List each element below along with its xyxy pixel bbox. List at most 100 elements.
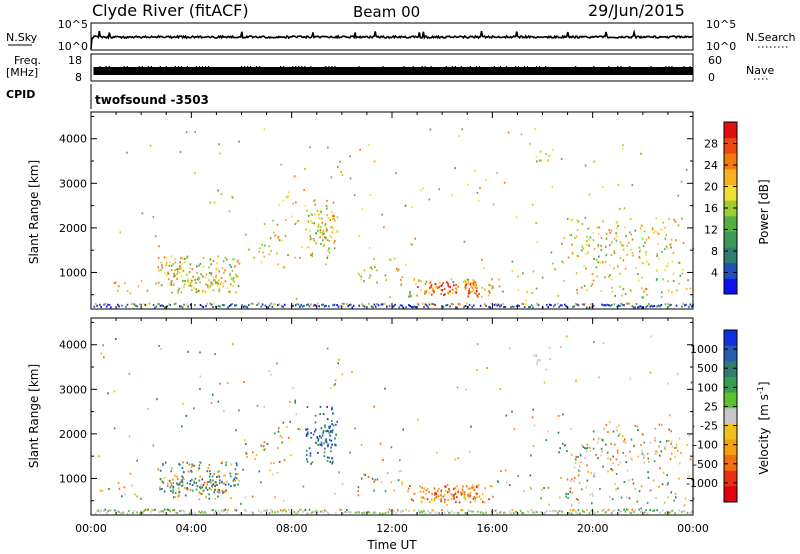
data-cell xyxy=(508,510,511,513)
freq-spike xyxy=(141,66,143,68)
data-cell xyxy=(267,306,269,309)
data-cell xyxy=(124,282,126,285)
data-cell xyxy=(476,286,478,289)
data-cell xyxy=(667,482,669,485)
data-cell xyxy=(609,304,612,307)
y-tick-label: 3000 xyxy=(59,383,87,396)
data-cell xyxy=(447,285,450,287)
data-cell xyxy=(664,512,667,515)
freq-spike xyxy=(159,66,161,68)
freq-spike xyxy=(608,66,610,68)
data-cell xyxy=(301,246,303,249)
data-cell xyxy=(548,510,551,513)
data-cell xyxy=(413,280,416,282)
data-cell xyxy=(221,267,224,270)
data-cell xyxy=(314,421,317,424)
data-cell xyxy=(217,189,219,192)
data-cell xyxy=(93,305,96,308)
data-cell xyxy=(190,279,193,282)
data-cell xyxy=(333,217,335,220)
data-cell xyxy=(637,279,640,282)
data-cell xyxy=(380,303,383,306)
data-cell xyxy=(446,509,449,512)
colorbar-swatch xyxy=(724,361,737,378)
data-cell xyxy=(384,490,387,493)
data-cell xyxy=(163,508,166,511)
data-cell xyxy=(174,302,177,305)
data-cell xyxy=(191,464,194,467)
data-cell xyxy=(421,302,424,305)
data-cell xyxy=(647,263,650,266)
data-cell xyxy=(424,303,427,306)
data-cell xyxy=(266,442,269,445)
data-cell xyxy=(598,376,600,379)
data-cell xyxy=(572,305,574,308)
data-cell xyxy=(670,440,673,443)
data-cell xyxy=(192,489,194,492)
data-cell xyxy=(292,202,294,205)
data-cell xyxy=(593,160,595,163)
data-cell xyxy=(165,264,167,267)
data-cell xyxy=(442,305,445,308)
data-cell xyxy=(207,467,210,470)
data-cell xyxy=(492,286,494,289)
data-cell xyxy=(217,400,220,403)
data-cell xyxy=(569,509,572,512)
freq-spike xyxy=(668,66,670,68)
data-cell xyxy=(351,306,354,309)
data-cell xyxy=(197,276,200,279)
data-cell xyxy=(685,303,687,306)
data-cell xyxy=(285,219,287,221)
data-cell xyxy=(641,306,643,309)
data-cell xyxy=(160,261,163,264)
data-cell xyxy=(654,439,656,442)
data-cell xyxy=(358,304,360,307)
data-cell xyxy=(188,284,190,287)
data-cell xyxy=(338,358,340,361)
data-cell xyxy=(429,128,432,131)
data-cell xyxy=(479,511,482,514)
data-cell xyxy=(526,291,528,294)
data-cell xyxy=(253,256,255,259)
data-cell xyxy=(183,478,185,480)
data-cell xyxy=(616,220,618,223)
data-cell xyxy=(660,228,662,231)
data-cell xyxy=(622,288,625,291)
data-cell xyxy=(440,491,443,494)
colorbar-swatch xyxy=(724,330,737,347)
data-cell xyxy=(218,143,220,146)
data-cell xyxy=(454,458,456,461)
data-cell xyxy=(194,278,196,281)
data-cell xyxy=(361,511,363,514)
data-cell xyxy=(615,239,618,242)
data-cell xyxy=(472,484,474,487)
data-cell xyxy=(427,306,429,309)
data-cell xyxy=(186,255,189,258)
data-cell xyxy=(305,433,308,436)
data-cell xyxy=(665,442,668,445)
data-cell xyxy=(617,509,620,512)
data-cell xyxy=(652,232,655,234)
data-cell xyxy=(592,232,595,235)
data-cell xyxy=(536,363,538,366)
colorbar-swatch xyxy=(724,470,737,487)
data-cell xyxy=(470,425,472,428)
data-cell xyxy=(154,306,156,309)
data-cell xyxy=(235,473,237,476)
data-cell xyxy=(232,277,235,280)
data-cell xyxy=(199,492,201,495)
data-cell xyxy=(528,511,530,513)
data-cell xyxy=(114,281,117,284)
data-cell xyxy=(629,218,632,220)
data-cell xyxy=(351,370,353,373)
data-cell xyxy=(332,424,335,427)
data-cell xyxy=(639,511,642,514)
data-cell xyxy=(579,465,581,468)
data-cell xyxy=(619,207,621,210)
data-cell xyxy=(217,255,220,258)
data-cell xyxy=(669,414,671,417)
data-cell xyxy=(656,278,658,280)
data-cell xyxy=(444,498,446,501)
data-cell xyxy=(560,476,562,479)
data-cell xyxy=(595,453,597,456)
